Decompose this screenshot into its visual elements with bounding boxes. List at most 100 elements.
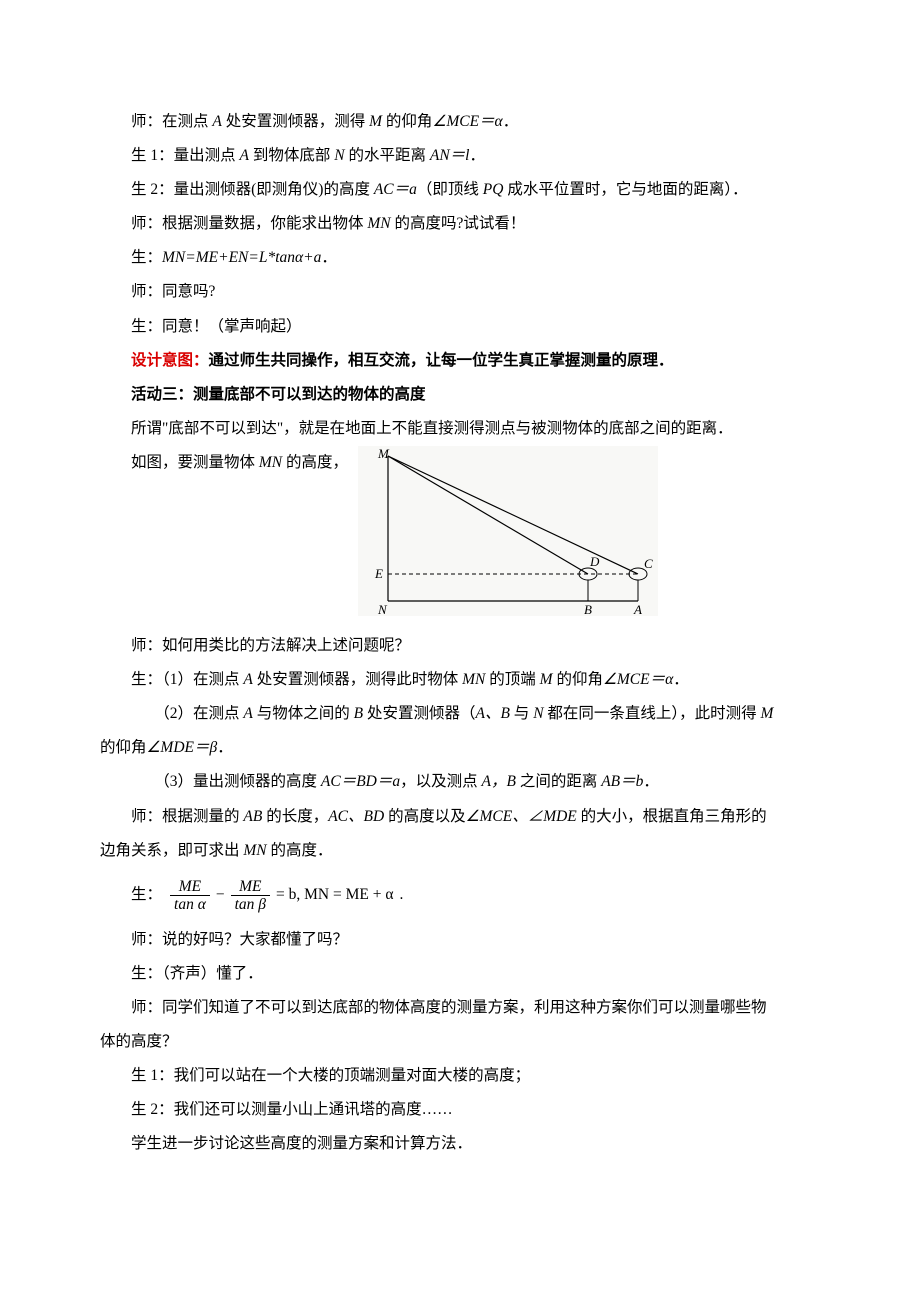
formula-rest: = b, MN = ME + α [270, 878, 399, 912]
closing: 学生进一步讨论这些高度的测量方案和计算方法． [100, 1127, 820, 1161]
text: 如图，要测量物体 [131, 454, 259, 471]
text: 的顶端 [485, 671, 539, 688]
fraction-2: ME tan β [231, 878, 270, 913]
text: 的高度， [282, 454, 348, 471]
text: 与 [510, 705, 533, 722]
label-N: N [377, 602, 388, 616]
text: ． [217, 739, 233, 756]
activity-title: 活动三：测量底部不可以到达的物体的高度 [100, 378, 820, 412]
text: 之间的距离 [516, 773, 601, 790]
var-N: N [533, 705, 543, 722]
text: 生 1：量出测点 [131, 147, 240, 164]
text: 生 2：量出测倾器(即测角仪)的高度 [131, 181, 374, 198]
text: 的仰角 [382, 113, 432, 130]
text: ． [469, 147, 485, 164]
geometry-figure: M E N B A D C [358, 446, 658, 629]
line-student-1: 生 1：量出测点 A 到物体底部 N 的水平距离 AN＝l． [100, 139, 820, 173]
angle-mde: ∠MDE＝β [147, 739, 218, 756]
student-ext-1: 生 1：我们可以站在一个大楼的顶端测量对面大楼的高度； [100, 1059, 820, 1093]
figure-svg: M E N B A D C [358, 446, 658, 616]
teacher-ask: 师：说的好吗？大家都懂了吗？ [100, 923, 820, 957]
label-C: C [644, 556, 653, 571]
text: 的高度吗?试试看！ [391, 215, 526, 232]
text: 生：（1）在测点 [131, 671, 243, 688]
line-student-formula: 生：MN=ME+EN=L*tanα+a． [100, 241, 820, 275]
var-A: A [243, 705, 252, 722]
var-MN: MN [462, 671, 485, 688]
text: 与物体之间的 [253, 705, 354, 722]
student-formula-line: 生： ME tan α − ME tan β = b, MN = ME + α … [100, 878, 820, 913]
text: 成水平位置时，它与地面的距离）． [503, 181, 747, 198]
figure-bg [358, 446, 658, 616]
teacher-explain: 师：根据测量的 AB 的长度，AC、BD 的高度以及∠MCE、∠MDE 的大小，… [100, 800, 820, 834]
text: 处安置测倾器，测得 [222, 113, 369, 130]
document-page: 师：在测点 A 处安置测倾器，测得 M 的仰角∠MCE＝α． 生 1：量出测点 … [0, 0, 920, 1300]
text: 都在同一条直线上），此时测得 [544, 705, 761, 722]
text: 边角关系，即可求出 [100, 842, 243, 859]
var-A: A [243, 671, 252, 688]
text: 生： [131, 249, 162, 266]
text: 师：根据测量的 [131, 808, 243, 825]
text: 到物体底部 [249, 147, 334, 164]
teacher-q1: 师：如何用类比的方法解决上述问题呢？ [100, 629, 820, 663]
label-B: B [584, 602, 592, 616]
label-D: D [589, 554, 600, 569]
eq-ab: AB＝b [601, 773, 643, 790]
text: ． [503, 113, 519, 130]
text: 的大小，根据直角三角形的 [577, 808, 767, 825]
text: ． [643, 773, 659, 790]
text: 处安置测倾器（ [363, 705, 475, 722]
text: 的高度以及 [384, 808, 465, 825]
student-step-3: （3）量出测倾器的高度 AC＝BD＝a，以及测点 A，B 之间的距离 AB＝b． [100, 765, 820, 799]
formula-prefix: 生： [100, 878, 162, 912]
design-text: 通过师生共同操作，相互交流，让每一位学生真正掌握测量的原理． [209, 352, 674, 369]
text: 的仰角 [553, 671, 603, 688]
line-teacher-agree: 师：同意吗? [100, 275, 820, 309]
angle-mce: ∠MCE＝α [432, 113, 502, 130]
minus-op: − [216, 878, 225, 912]
var-MN: MN [367, 215, 390, 232]
line-teacher-1: 师：在测点 A 处安置测倾器，测得 M 的仰角∠MCE＝α． [100, 105, 820, 139]
student-step-1: 生：（1）在测点 A 处安置测倾器，测得此时物体 MN 的顶端 M 的仰角∠MC… [100, 663, 820, 697]
var-PQ: PQ [483, 181, 504, 198]
var-M: M [540, 671, 553, 688]
frac2-num: ME [235, 878, 265, 895]
var-MN: MN [243, 842, 266, 859]
text: （3）量出测倾器的高度 [154, 773, 321, 790]
var-M: M [369, 113, 382, 130]
text: 师：在测点 [131, 113, 212, 130]
figure-text: 如图，要测量物体 MN 的高度， [100, 446, 348, 480]
text: 的高度． [267, 842, 333, 859]
figure-line: 如图，要测量物体 MN 的高度， M E N [100, 446, 820, 629]
eq-acbd: AC＝BD＝a [321, 773, 400, 790]
fraction-1: ME tan α [170, 878, 210, 913]
frac1-den: tan α [170, 895, 210, 913]
angle-mce: ∠MCE＝α [603, 671, 673, 688]
frac2-den: tan β [231, 895, 270, 913]
text: ． [321, 249, 337, 266]
eq-AC: AC＝a [374, 181, 417, 198]
label-A: A [633, 602, 642, 616]
teacher-extend-2: 体的高度？ [100, 1025, 820, 1059]
line-student-2: 生 2：量出测倾器(即测角仪)的高度 AC＝a（即顶线 PQ 成水平位置时，它与… [100, 173, 820, 207]
var-AB: A，B [482, 773, 516, 790]
var-A: A [212, 113, 221, 130]
var-MN: MN [259, 454, 282, 471]
text: （即顶线 [417, 181, 483, 198]
var-N: N [334, 147, 344, 164]
formula-mn: MN=ME+EN=L*tanα+a [162, 249, 321, 266]
intro-para-1: 所谓"底部不可以到达"，就是在地面上不能直接测得测点与被测物体的底部之间的距离． [100, 412, 820, 446]
teacher-explain-cont: 边角关系，即可求出 MN 的高度． [100, 834, 820, 868]
text: 师：根据测量数据，你能求出物体 [131, 215, 367, 232]
design-intent: 设计意图：通过师生共同操作，相互交流，让每一位学生真正掌握测量的原理． [100, 344, 820, 378]
student-step-2-cont: 的仰角∠MDE＝β． [100, 731, 820, 765]
eq-AN: AN＝l [430, 147, 470, 164]
var-A: A [240, 147, 249, 164]
text: （2）在测点 [154, 705, 243, 722]
line-teacher-2: 师：根据测量数据，你能求出物体 MN 的高度吗?试试看！ [100, 207, 820, 241]
text: ，以及测点 [400, 773, 481, 790]
var-acbd: AC、BD [328, 808, 384, 825]
var-B: B [354, 705, 363, 722]
formula-dot: . [399, 878, 403, 912]
student-ext-2: 生 2：我们还可以测量小山上通讯塔的高度…… [100, 1093, 820, 1127]
